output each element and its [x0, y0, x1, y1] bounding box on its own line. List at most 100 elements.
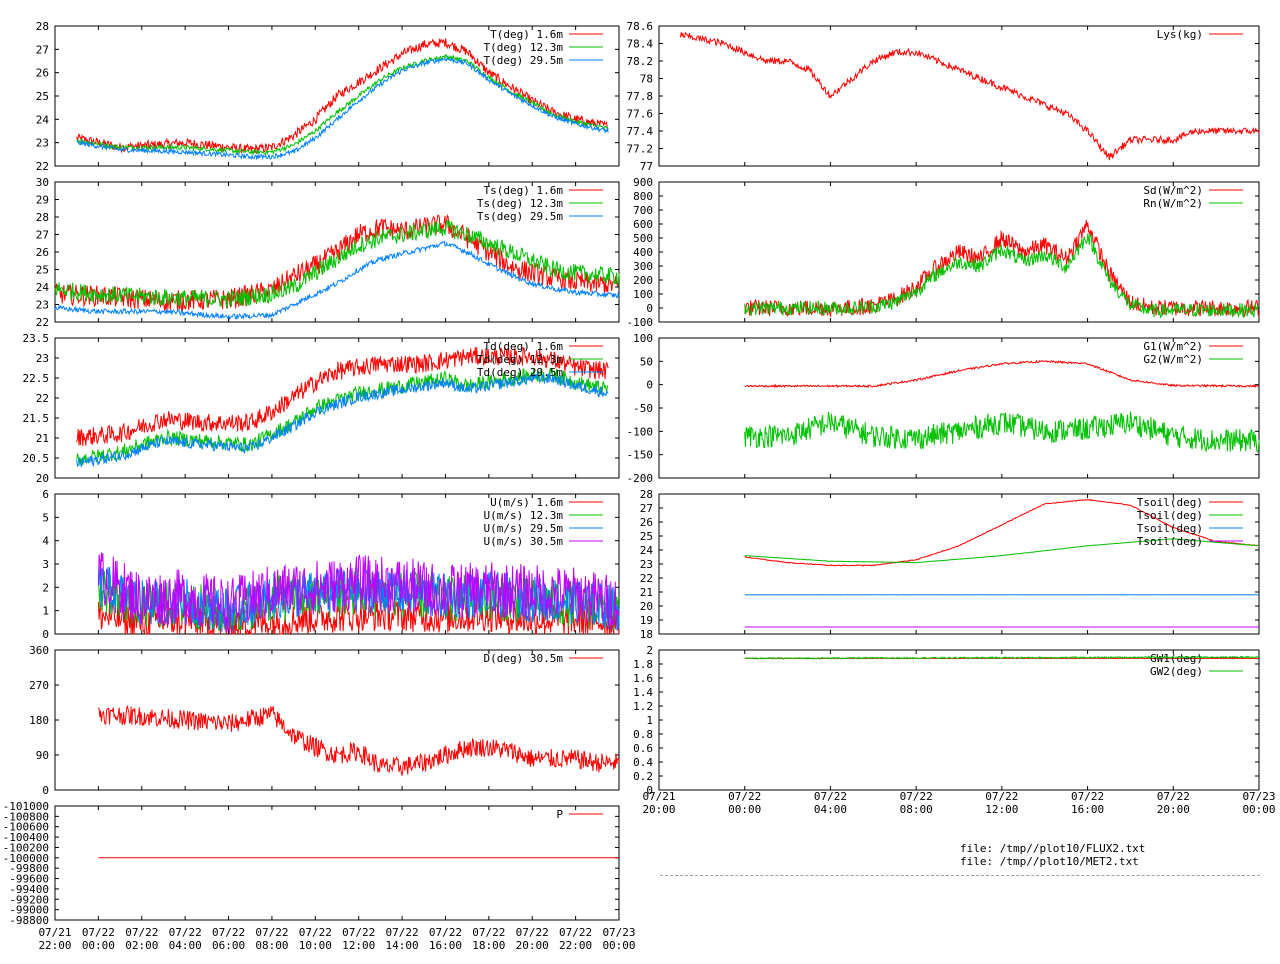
y-tick-label: 25 [36, 264, 49, 277]
legend-label: GW1(deg) [1150, 652, 1203, 665]
legend-label: Td(deg) 1.6m [484, 340, 564, 353]
y-tick-label: 180 [29, 714, 49, 727]
y-tick-label: -50 [633, 402, 653, 415]
y-tick-label: 21 [640, 586, 653, 599]
legend-label: Sd(W/m^2) [1143, 184, 1203, 197]
x-tick-label-time: 06:00 [212, 939, 245, 952]
legend-label: GW2(deg) [1150, 665, 1203, 678]
x-tick-label-date: 07/22 [125, 926, 158, 939]
y-tick-label: 26 [36, 246, 49, 259]
x-tick-label-time: 00:00 [82, 939, 115, 952]
legend-label: Td(deg) 29.5m [477, 366, 563, 379]
y-tick-label: -100 [627, 316, 654, 329]
legend-label: Ts(deg) 12.3m [477, 197, 563, 210]
y-tick-label: 21.5 [23, 412, 50, 425]
y-tick-label: 0.4 [633, 756, 653, 769]
legend-label: Tsoil(deg) [1137, 535, 1203, 548]
y-tick-label: 26 [36, 67, 49, 80]
y-tick-label: 20 [36, 472, 49, 485]
y-tick-label: 1.8 [633, 658, 653, 671]
x-tick-label-date: 07/22 [82, 926, 115, 939]
legend-label: T(deg) 12.3m [484, 41, 564, 54]
legend-label: U(m/s) 12.3m [484, 509, 564, 522]
x-tick-label-date: 07/22 [728, 790, 761, 803]
y-tick-label: 27 [640, 502, 653, 515]
file-info: file: /tmp//plot10/FLUX2.txt file: /tmp/… [960, 842, 1145, 868]
y-tick-label: 300 [633, 260, 653, 273]
legend-label: Tsoil(deg) [1137, 496, 1203, 509]
x-tick-label-time: 16:00 [1071, 803, 1104, 816]
y-tick-label: 23 [36, 352, 49, 365]
x-tick-label-time: 00:00 [728, 803, 761, 816]
y-tick-label: 5 [42, 511, 49, 524]
y-tick-label: 0 [646, 379, 653, 392]
y-tick-label: 19 [640, 614, 653, 627]
y-tick-label: -200 [627, 472, 654, 485]
series-line-Td-1 [77, 368, 609, 466]
legend-label: Ts(deg) 29.5m [477, 210, 563, 223]
y-tick-label: 500 [633, 232, 653, 245]
x-tick-label-date: 07/22 [472, 926, 505, 939]
y-tick-label: 28 [640, 488, 653, 501]
y-tick-label: 78.4 [627, 38, 654, 51]
x-tick-label-time: 08:00 [255, 939, 288, 952]
y-tick-label: 77.6 [627, 108, 654, 121]
y-tick-label: 24 [640, 544, 654, 557]
y-tick-label: 23.5 [23, 332, 50, 345]
y-tick-label: 27 [36, 229, 49, 242]
x-tick-label-date: 07/22 [212, 926, 245, 939]
series-line-Td-2 [77, 373, 609, 466]
legend-label: P [556, 808, 563, 821]
y-tick-label: 0 [42, 784, 49, 797]
x-tick-label-time: 00:00 [1242, 803, 1275, 816]
y-tick-label: 1.2 [633, 700, 653, 713]
y-tick-label: 25 [36, 90, 49, 103]
x-tick-label-date: 07/22 [169, 926, 202, 939]
legend-label: G2(W/m^2) [1143, 353, 1203, 366]
y-tick-label: 270 [29, 679, 49, 692]
x-tick-label-date: 07/22 [559, 926, 592, 939]
y-tick-label: 2 [646, 644, 653, 657]
y-tick-label: 21 [36, 432, 49, 445]
y-tick-label: 100 [633, 288, 653, 301]
y-tick-label: 23 [36, 299, 49, 312]
plot-frame-P [55, 806, 619, 920]
y-tick-label: 600 [633, 218, 653, 231]
x-tick-label-time: 20:00 [1157, 803, 1190, 816]
legend-label: Tsoil(deg) [1137, 522, 1203, 535]
x-tick-label-time: 20:00 [516, 939, 549, 952]
y-tick-label: -100 [627, 425, 654, 438]
x-tick-label-date: 07/23 [1242, 790, 1275, 803]
x-tick-label-time: 08:00 [900, 803, 933, 816]
y-tick-label: 1 [42, 605, 49, 618]
y-tick-label: 23 [36, 137, 49, 150]
y-tick-label: 22 [640, 572, 653, 585]
legend-label: Rn(W/m^2) [1143, 197, 1203, 210]
x-tick-label-time: 20:00 [642, 803, 675, 816]
x-tick-label-date: 07/23 [602, 926, 635, 939]
legend-label: Td(deg) 12.3m [477, 353, 563, 366]
y-tick-label: 1.4 [633, 686, 653, 699]
y-tick-label: 23 [640, 558, 653, 571]
y-tick-label: 25 [640, 530, 653, 543]
x-tick-label-date: 07/21 [38, 926, 71, 939]
y-tick-label: 24 [36, 113, 50, 126]
y-tick-label: 1 [646, 714, 653, 727]
separator-line [660, 875, 1260, 876]
series-line-Rad-0 [745, 220, 1259, 316]
x-tick-label-time: 18:00 [472, 939, 505, 952]
x-tick-label-date: 07/22 [1157, 790, 1190, 803]
legend-label: U(m/s) 29.5m [484, 522, 564, 535]
x-tick-label-date: 07/22 [299, 926, 332, 939]
y-tick-label: 77.4 [627, 125, 654, 138]
legend-label: T(deg) 1.6m [490, 28, 563, 41]
y-tick-label: 400 [633, 246, 653, 259]
y-tick-label: 0 [42, 628, 49, 641]
x-tick-label-time: 04:00 [814, 803, 847, 816]
plot-frame-Lys [659, 26, 1259, 166]
y-tick-label: 20 [640, 600, 653, 613]
file-line: file: /tmp//plot10/FLUX2.txt [960, 842, 1145, 855]
y-tick-label: 22.5 [23, 372, 50, 385]
